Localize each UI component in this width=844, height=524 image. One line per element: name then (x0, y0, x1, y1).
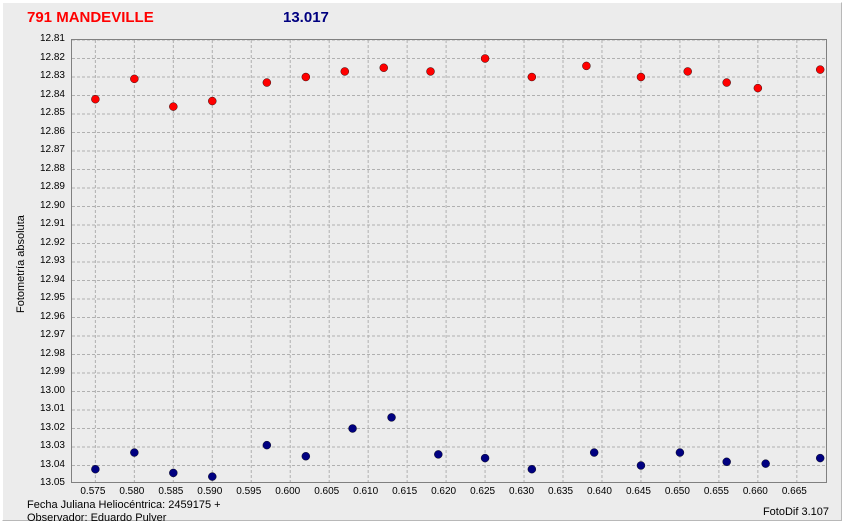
y-tick-label: 12.81 (40, 33, 65, 44)
x-tick-label: 0.620 (431, 486, 456, 497)
red-series-point (91, 95, 99, 103)
x-tick-label: 0.650 (665, 486, 690, 497)
x-tick-label: 0.605 (314, 486, 339, 497)
x-tick-label: 0.615 (392, 486, 417, 497)
y-tick-label: 12.84 (40, 89, 65, 100)
y-tick-label: 12.82 (40, 52, 65, 63)
x-tick-label: 0.630 (509, 486, 534, 497)
x-tick-label: 0.580 (119, 486, 144, 497)
red-series-point (481, 55, 489, 63)
blue-series-point (169, 469, 177, 477)
red-series-point (816, 66, 824, 74)
scatter-plot (71, 39, 827, 483)
blue-series-point (676, 449, 684, 457)
y-tick-label: 12.90 (40, 200, 65, 211)
y-tick-label: 12.83 (40, 70, 65, 81)
x-tick-label: 0.600 (275, 486, 300, 497)
blue-series-point (388, 413, 396, 421)
blue-series-point (208, 473, 216, 481)
y-axis-label: Fotometría absoluta (15, 215, 27, 313)
x-tick-label: 0.595 (236, 486, 261, 497)
y-tick-label: 12.85 (40, 107, 65, 118)
blue-series-point (723, 458, 731, 466)
y-tick-label: 12.86 (40, 126, 65, 137)
y-tick-label: 12.88 (40, 163, 65, 174)
blue-series-point (263, 441, 271, 449)
red-series-point (684, 67, 692, 75)
x-tick-label: 0.665 (782, 486, 807, 497)
blue-series-point (590, 449, 598, 457)
x-tick-label: 0.575 (80, 486, 105, 497)
y-tick-label: 12.95 (40, 292, 65, 303)
y-tick-label: 13.05 (40, 477, 65, 488)
blue-series-point (528, 465, 536, 473)
red-series-point (637, 73, 645, 81)
footer-observer: Observador: Eduardo Pulver (27, 512, 166, 524)
x-tick-label: 0.660 (743, 486, 768, 497)
chart-panel: 791 MANDEVILLE 13.017 Fotometría absolut… (2, 2, 842, 521)
y-tick-label: 12.91 (40, 218, 65, 229)
red-series-point (341, 67, 349, 75)
blue-series-point (302, 452, 310, 460)
blue-series-point (637, 462, 645, 470)
y-tick-label: 13.02 (40, 422, 65, 433)
y-tick-label: 12.97 (40, 329, 65, 340)
blue-series-point (816, 454, 824, 462)
x-tick-label: 0.610 (353, 486, 378, 497)
y-tick-label: 13.03 (40, 440, 65, 451)
red-series-point (582, 62, 590, 70)
x-tick-label: 0.645 (626, 486, 651, 497)
red-series-point (754, 84, 762, 92)
y-tick-label: 12.93 (40, 255, 65, 266)
red-series-point (528, 73, 536, 81)
x-tick-label: 0.655 (704, 486, 729, 497)
x-tick-label: 0.635 (548, 486, 573, 497)
chart-title-secondary: 13.017 (283, 9, 329, 26)
blue-series-point (481, 454, 489, 462)
footer-software: FotoDif 3.107 (763, 506, 829, 518)
red-series-point (169, 103, 177, 111)
blue-series-point (349, 425, 357, 433)
red-series-point (380, 64, 388, 72)
blue-series-point (762, 460, 770, 468)
y-tick-label: 13.04 (40, 459, 65, 470)
x-tick-label: 0.585 (158, 486, 183, 497)
red-series-point (302, 73, 310, 81)
y-tick-label: 13.00 (40, 385, 65, 396)
red-series-point (130, 75, 138, 83)
blue-series-point (130, 449, 138, 457)
x-tick-label: 0.625 (470, 486, 495, 497)
red-series-point (427, 67, 435, 75)
y-tick-label: 12.92 (40, 237, 65, 248)
y-tick-label: 13.01 (40, 403, 65, 414)
red-series-point (208, 97, 216, 105)
red-series-point (263, 79, 271, 87)
y-tick-label: 12.96 (40, 311, 65, 322)
x-tick-label: 0.640 (587, 486, 612, 497)
blue-series-point (91, 465, 99, 473)
red-series-point (723, 79, 731, 87)
x-tick-label: 0.590 (197, 486, 222, 497)
y-tick-label: 12.98 (40, 348, 65, 359)
blue-series-point (434, 450, 442, 458)
y-tick-label: 12.99 (40, 366, 65, 377)
chart-title-primary: 791 MANDEVILLE (27, 9, 154, 26)
footer-date: Fecha Juliana Heliocéntrica: 2459175 + (27, 499, 221, 511)
y-tick-label: 12.89 (40, 181, 65, 192)
y-tick-label: 12.94 (40, 274, 65, 285)
y-tick-label: 12.87 (40, 144, 65, 155)
